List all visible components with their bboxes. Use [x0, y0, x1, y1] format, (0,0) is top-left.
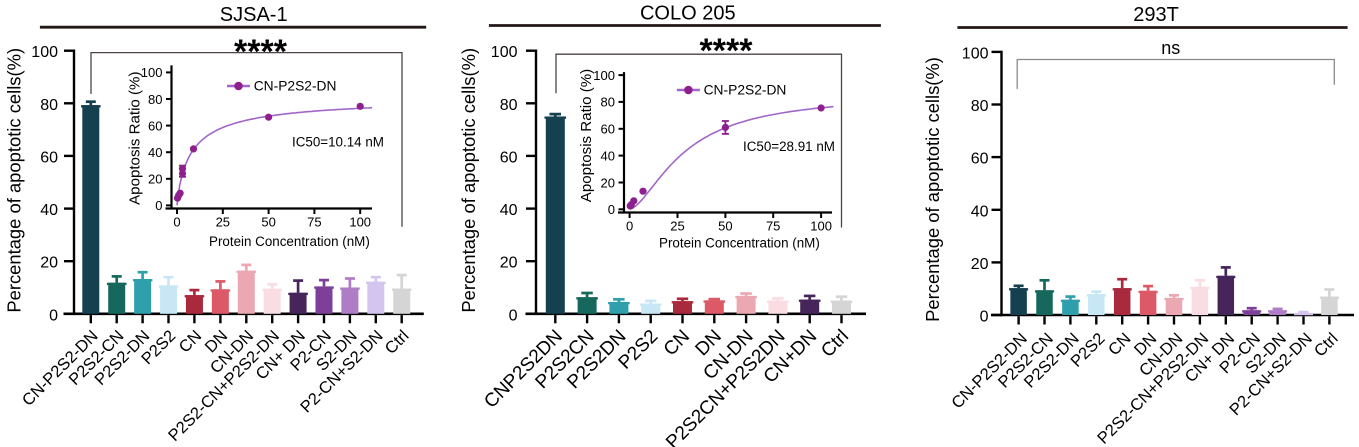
svg-text:100: 100: [31, 44, 58, 61]
svg-text:20: 20: [148, 172, 162, 187]
svg-text:50: 50: [718, 219, 732, 234]
svg-text:20: 20: [40, 255, 58, 272]
svg-text:40: 40: [500, 202, 518, 219]
svg-text:25: 25: [216, 215, 230, 230]
svg-text:100: 100: [593, 68, 615, 83]
svg-text:25: 25: [670, 219, 684, 234]
svg-text:0: 0: [608, 202, 615, 217]
svg-text:80: 80: [148, 92, 162, 107]
svg-text:COLO 205: COLO 205: [640, 2, 736, 24]
svg-text:60: 60: [40, 149, 58, 166]
svg-text:Protein Concentration (nM): Protein Concentration (nM): [659, 236, 820, 251]
svg-text:40: 40: [601, 148, 615, 163]
svg-text:20: 20: [500, 255, 518, 272]
svg-text:100: 100: [141, 65, 163, 80]
svg-text:20: 20: [601, 175, 615, 190]
svg-text:ns: ns: [1161, 38, 1180, 58]
svg-text:75: 75: [766, 219, 780, 234]
svg-text:60: 60: [601, 122, 615, 137]
svg-text:60: 60: [148, 118, 162, 133]
svg-text:100: 100: [349, 215, 371, 230]
svg-text:0: 0: [509, 307, 518, 324]
svg-text:60: 60: [971, 151, 989, 168]
svg-text:100: 100: [962, 45, 989, 62]
svg-text:IC50=28.91 nM: IC50=28.91 nM: [743, 139, 835, 154]
svg-text:Apoptosis Ratio (%): Apoptosis Ratio (%): [578, 69, 595, 202]
svg-text:80: 80: [500, 97, 518, 114]
svg-text:75: 75: [307, 215, 321, 230]
svg-text:100: 100: [810, 219, 832, 234]
svg-text:Percentage of apoptotic cells(: Percentage of apoptotic cells(%): [458, 48, 479, 313]
svg-text:SJSA-1: SJSA-1: [220, 4, 288, 26]
svg-text:Apoptosis Ratio (%): Apoptosis Ratio (%): [127, 72, 144, 205]
svg-text:40: 40: [40, 202, 58, 219]
svg-text:Percentage of apoptotic cells(: Percentage of apoptotic cells(%): [4, 48, 25, 313]
svg-text:293T: 293T: [1133, 4, 1179, 26]
svg-text:60: 60: [500, 149, 518, 166]
svg-text:80: 80: [971, 98, 989, 115]
svg-text:50: 50: [261, 215, 275, 230]
svg-text:0: 0: [980, 309, 989, 326]
svg-text:CN-P2S2-DN: CN-P2S2-DN: [254, 79, 337, 94]
svg-text:0: 0: [626, 219, 633, 234]
svg-text:80: 80: [601, 95, 615, 110]
svg-text:IC50=10.14 nM: IC50=10.14 nM: [292, 135, 384, 150]
svg-text:40: 40: [971, 203, 989, 220]
svg-text:40: 40: [148, 145, 162, 160]
svg-text:20: 20: [971, 256, 989, 273]
svg-text:Protein Concentration (nM): Protein Concentration (nM): [209, 234, 370, 249]
svg-text:CN-P2S2-DN: CN-P2S2-DN: [704, 83, 787, 98]
svg-text:80: 80: [40, 97, 58, 114]
svg-text:100: 100: [491, 44, 518, 61]
svg-text:Percentage of apoptotic cells(: Percentage of apoptotic cells(%): [922, 57, 943, 322]
svg-text:0: 0: [173, 215, 180, 230]
svg-text:****: ****: [700, 32, 754, 70]
svg-text:0: 0: [155, 198, 162, 213]
svg-text:0: 0: [49, 307, 58, 324]
